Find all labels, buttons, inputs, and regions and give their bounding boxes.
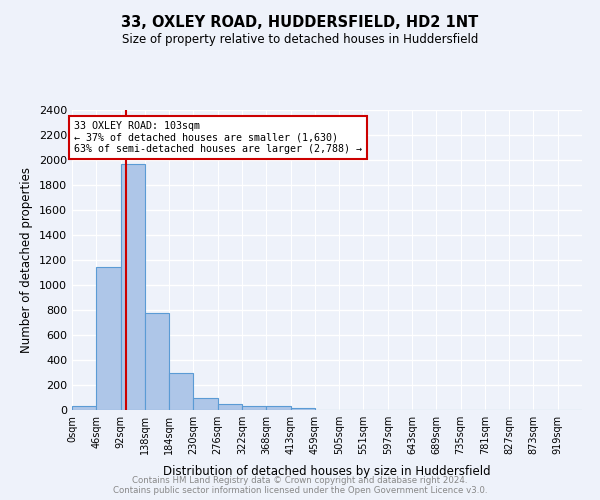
Text: Size of property relative to detached houses in Huddersfield: Size of property relative to detached ho…: [122, 32, 478, 46]
Bar: [242, 406, 266, 410]
Bar: [266, 406, 290, 410]
Bar: [290, 408, 315, 410]
Bar: [121, 164, 145, 410]
Text: 33 OXLEY ROAD: 103sqm
← 37% of detached houses are smaller (1,630)
63% of semi-d: 33 OXLEY ROAD: 103sqm ← 37% of detached …: [74, 121, 362, 154]
Bar: [193, 398, 218, 410]
Bar: [145, 312, 169, 410]
Bar: [218, 404, 242, 410]
X-axis label: Distribution of detached houses by size in Huddersfield: Distribution of detached houses by size …: [163, 466, 491, 478]
Text: 33, OXLEY ROAD, HUDDERSFIELD, HD2 1NT: 33, OXLEY ROAD, HUDDERSFIELD, HD2 1NT: [121, 15, 479, 30]
Bar: [169, 373, 193, 410]
Text: Contains HM Land Registry data © Crown copyright and database right 2024.
Contai: Contains HM Land Registry data © Crown c…: [113, 476, 487, 495]
Bar: [72, 406, 96, 410]
Y-axis label: Number of detached properties: Number of detached properties: [20, 167, 34, 353]
Bar: [96, 267, 121, 410]
